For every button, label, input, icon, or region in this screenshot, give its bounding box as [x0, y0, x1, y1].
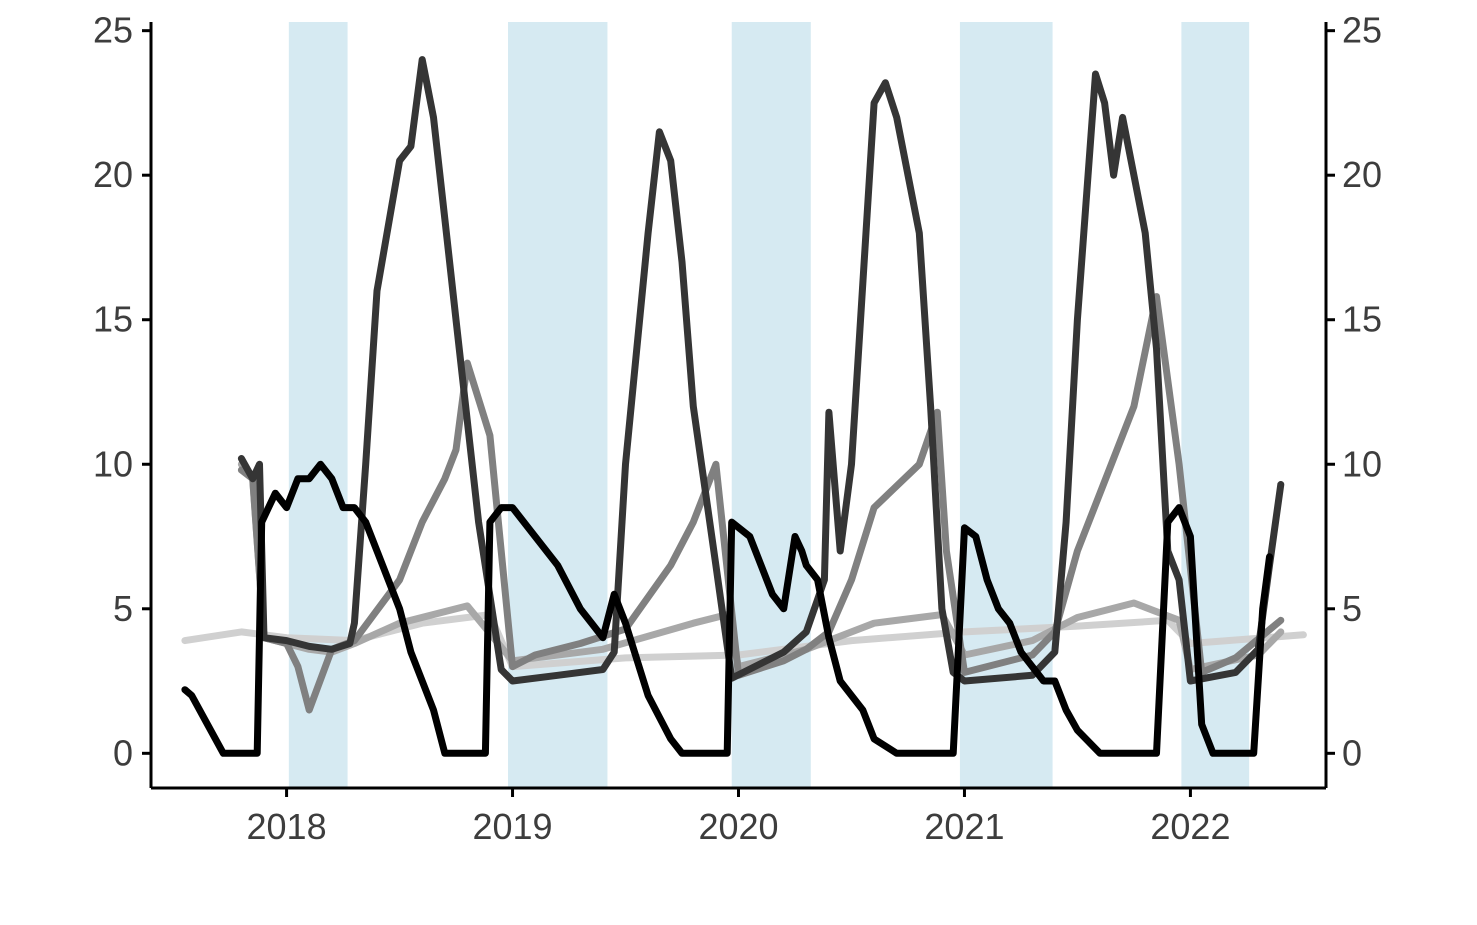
- left-y-tick-label-5: 5: [113, 588, 133, 629]
- left-y-tick-label-0: 0: [113, 732, 133, 773]
- left-y-tick-label-15: 15: [93, 299, 133, 340]
- x-tick-label-2020: 2020: [698, 806, 778, 847]
- x-tick-label-2021: 2021: [924, 806, 1004, 847]
- left-y-tick-label-10: 10: [93, 443, 133, 484]
- shaded-periods: [288, 22, 1250, 788]
- x-tick-label-2018: 2018: [247, 806, 327, 847]
- right-y-tick-label-5: 5: [1342, 588, 1362, 629]
- series-line-5: [181, 460, 1273, 757]
- right-y-tick-label-20: 20: [1342, 154, 1382, 195]
- right-y-tick-label-15: 15: [1342, 299, 1382, 340]
- right-y-tick-label-0: 0: [1342, 732, 1362, 773]
- right-y-tick-label-25: 25: [1342, 10, 1382, 51]
- left-y-tick-label-20: 20: [93, 154, 133, 195]
- x-tick-label-2022: 2022: [1150, 806, 1230, 847]
- series-line-4: [237, 56, 1285, 685]
- series-lines: [181, 56, 1307, 757]
- series-line-1: [181, 611, 1307, 671]
- right-y-tick-label-10: 10: [1342, 443, 1382, 484]
- left-y-tick-label-25: 25: [93, 10, 133, 51]
- x-tick-label-2019: 2019: [472, 806, 552, 847]
